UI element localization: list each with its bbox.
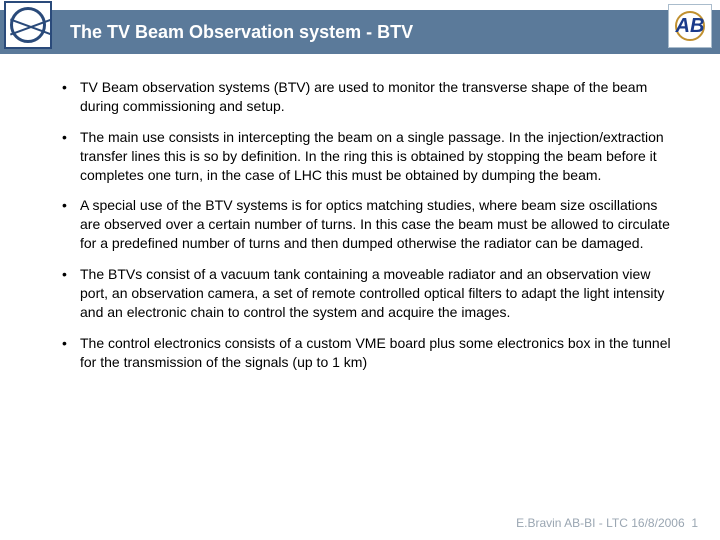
slide-footer: E.Bravin AB-BI - LTC 16/8/2006 1	[516, 516, 698, 530]
ab-logo: AB	[668, 4, 712, 48]
slide-body: TV Beam observation systems (BTV) are us…	[60, 78, 672, 384]
title-bar: The TV Beam Observation system - BTV	[0, 10, 720, 54]
slide-title: The TV Beam Observation system - BTV	[70, 22, 413, 43]
footer-page: 1	[691, 516, 698, 530]
bullet-item: The main use consists in intercepting th…	[60, 128, 672, 185]
footer-author: E.Bravin AB-BI - LTC 16/8/2006	[516, 516, 685, 530]
bullet-item: TV Beam observation systems (BTV) are us…	[60, 78, 672, 116]
ab-logo-text: AB	[676, 15, 705, 38]
bullet-item: The BTVs consist of a vacuum tank contai…	[60, 265, 672, 322]
bullet-list: TV Beam observation systems (BTV) are us…	[60, 78, 672, 372]
bullet-item: A special use of the BTV systems is for …	[60, 196, 672, 253]
bullet-item: The control electronics consists of a cu…	[60, 334, 672, 372]
cern-logo	[4, 1, 52, 49]
cern-logo-ring	[10, 7, 46, 43]
